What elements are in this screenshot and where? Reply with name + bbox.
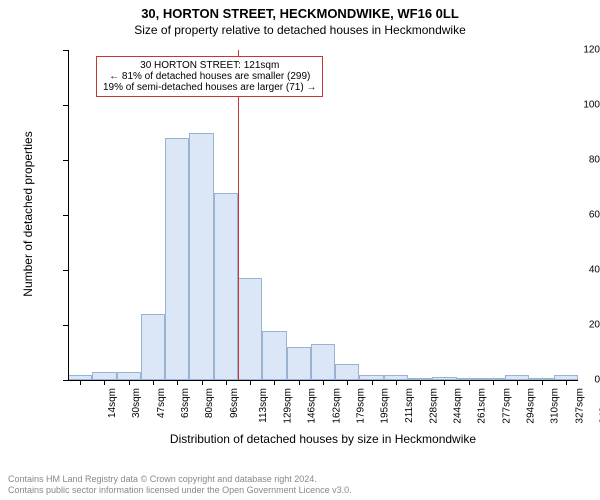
xtick-label: 294sqm [526, 388, 537, 424]
bar [262, 331, 286, 381]
bar [287, 347, 311, 380]
xtick-label: 113sqm [258, 388, 269, 423]
xtick-label: 162sqm [331, 388, 342, 424]
bar [141, 314, 165, 380]
xtick-label: 47sqm [156, 388, 167, 418]
xtick-label: 228sqm [428, 388, 439, 424]
xtick-label: 96sqm [229, 388, 240, 418]
xtick-label: 310sqm [550, 388, 561, 424]
footer-credits: Contains HM Land Registry data © Crown c… [8, 474, 352, 497]
chart-subtitle: Size of property relative to detached ho… [0, 21, 600, 37]
y-axis-line [68, 50, 69, 380]
bar [311, 344, 335, 380]
reference-line [238, 50, 239, 380]
annotation-box: 30 HORTON STREET: 121sqm ← 81% of detach… [96, 56, 323, 97]
bar [165, 138, 189, 380]
plot-area [68, 50, 578, 380]
bar [189, 133, 213, 381]
bar [117, 372, 141, 380]
xtick-label: 195sqm [380, 388, 391, 424]
bar [238, 278, 262, 380]
bar [214, 193, 238, 380]
chart-container: 30, HORTON STREET, HECKMONDWIKE, WF16 0L… [0, 0, 600, 500]
xtick-label: 327sqm [574, 388, 585, 424]
y-axis-label: Number of detached properties [21, 114, 35, 314]
bar [335, 364, 359, 381]
footer-line-1: Contains HM Land Registry data © Crown c… [8, 474, 352, 485]
annotation-line-2: ← 81% of detached houses are smaller (29… [103, 71, 316, 82]
xtick-label: 14sqm [107, 388, 118, 418]
annotation-line-3: 19% of semi-detached houses are larger (… [103, 82, 316, 93]
xtick-label: 244sqm [453, 388, 464, 424]
xtick-label: 146sqm [307, 388, 318, 424]
footer-line-2: Contains public sector information licen… [8, 485, 352, 496]
xtick-label: 211sqm [403, 388, 414, 423]
xtick-label: 277sqm [501, 388, 512, 424]
xtick-label: 261sqm [477, 388, 488, 424]
xtick-label: 30sqm [131, 388, 142, 418]
chart-title: 30, HORTON STREET, HECKMONDWIKE, WF16 0L… [0, 0, 600, 21]
xtick-label: 80sqm [204, 388, 215, 418]
x-axis-label: Distribution of detached houses by size … [68, 432, 578, 446]
xtick-label: 129sqm [283, 388, 294, 424]
xtick-label: 179sqm [356, 388, 367, 424]
xtick-label: 63sqm [180, 388, 191, 418]
annotation-line-1: 30 HORTON STREET: 121sqm [103, 60, 316, 71]
bar [92, 372, 116, 380]
x-axis-line [68, 380, 578, 381]
